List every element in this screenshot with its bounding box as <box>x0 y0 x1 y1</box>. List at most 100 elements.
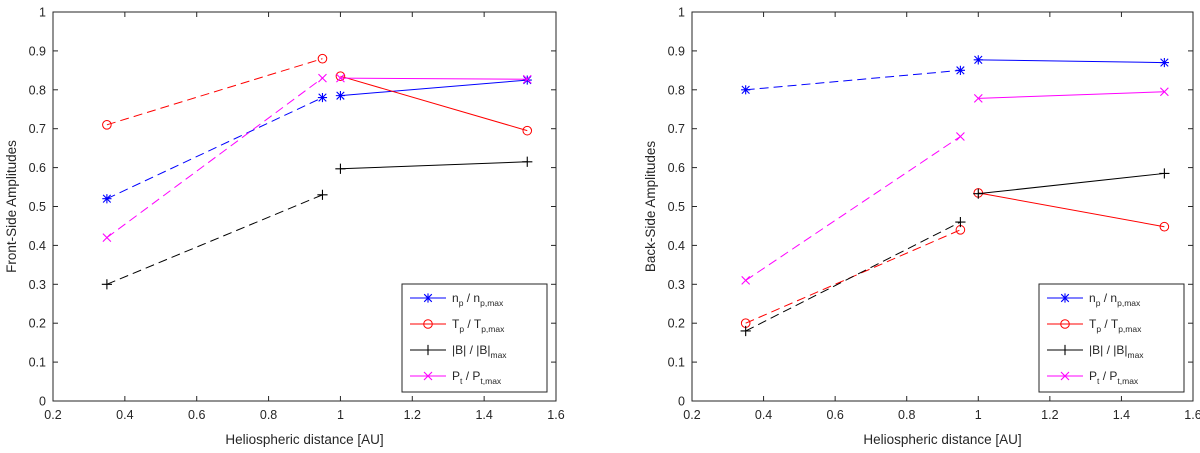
y-tick-label: 0.9 <box>29 44 46 58</box>
data-point <box>317 189 328 200</box>
data-point <box>335 163 346 174</box>
data-point <box>973 55 983 65</box>
dashed-line <box>745 69 961 91</box>
y-tick-label: 0.8 <box>29 83 46 97</box>
data-point <box>955 216 966 228</box>
y-tick-label: 0.5 <box>29 200 46 214</box>
data-point <box>317 53 328 64</box>
series-asterisk <box>741 55 1169 95</box>
y-tick-label: 0.1 <box>29 356 46 370</box>
series-cross <box>102 73 532 243</box>
x-tick-label: 1.6 <box>547 408 564 422</box>
dashed-line <box>106 77 323 239</box>
x-tick-label: 1.2 <box>404 408 421 422</box>
data-point <box>741 85 751 95</box>
y-tick-label: 0.9 <box>668 44 685 58</box>
data-point <box>102 120 112 130</box>
data-point <box>1159 221 1170 232</box>
y-tick-label: 0.2 <box>668 317 685 331</box>
legend-marker <box>422 344 434 356</box>
x-tick-label: 1.6 <box>1184 408 1200 422</box>
legend: np / np,max Tp / Tp,max |B| / |B|max Pt / P… <box>1038 283 1185 393</box>
data-point <box>741 276 751 285</box>
y-tick-label: 0 <box>678 395 685 409</box>
x-tick-label: 0.2 <box>683 408 700 422</box>
x-tick-label: 0.8 <box>898 408 915 422</box>
y-tick-label: 0.3 <box>29 278 46 292</box>
legend-entry: np / np,max <box>452 291 504 308</box>
y-tick-label: 0.4 <box>29 239 46 253</box>
legend-entry: Pt / Pt,max <box>1089 369 1139 386</box>
legend-entry: Pt / Pt,max <box>452 369 502 386</box>
data-point <box>335 71 346 81</box>
series-plus <box>740 168 1170 337</box>
y-tick-label: 0.6 <box>668 161 685 175</box>
series-asterisk <box>102 75 532 204</box>
y-tick-label: 0.4 <box>668 239 685 253</box>
y-tick-label: 0.1 <box>668 356 685 370</box>
x-tick-label: 1.2 <box>1041 408 1058 422</box>
y-tick-label: 1 <box>39 6 46 20</box>
legend-marker <box>1060 319 1070 329</box>
solid-line <box>978 91 1165 99</box>
data-point <box>973 93 983 103</box>
data-point <box>522 74 532 84</box>
x-tick-label: 0.2 <box>44 408 61 422</box>
data-point <box>102 233 112 243</box>
legend-marker <box>1060 293 1070 303</box>
y-axis-label: Back-Side Amplitudes <box>643 141 658 273</box>
solid-line <box>340 77 528 80</box>
data-point <box>522 75 532 85</box>
legend-entry: np / np,max <box>1089 291 1141 308</box>
data-point <box>740 325 751 337</box>
x-tick-label: 0.8 <box>260 408 277 422</box>
x-tick-label: 1 <box>337 408 344 422</box>
x-tick-label: 1.4 <box>1113 408 1130 422</box>
x-tick-label: 0.6 <box>826 408 843 422</box>
y-tick-label: 0.8 <box>668 83 685 97</box>
x-tick-label: 1.4 <box>475 408 492 422</box>
legend-entry: |B| / |B|max <box>1089 343 1144 360</box>
y-tick-label: 1 <box>678 6 685 20</box>
front-side-chart: 0.2 0.4 0.6 0.8 1 1.2 1.4 1.6 0 0.1 0.2 0.3 0.4 0.5 0.… <box>4 6 565 448</box>
x-tick-label: 1 <box>975 408 982 422</box>
legend-marker <box>423 293 433 303</box>
solid-line <box>340 79 528 97</box>
data-point <box>1159 87 1169 97</box>
data-point <box>1159 168 1170 179</box>
y-tick-label: 0.3 <box>668 278 685 292</box>
data-point <box>956 132 965 141</box>
dashed-line <box>745 136 961 281</box>
data-point <box>318 73 327 83</box>
legend: np / np,max Tp / Tp,max |B| / |B|max Pt / P… <box>401 283 548 393</box>
dashed-line <box>106 97 323 200</box>
data-point <box>1159 57 1169 68</box>
solid-line <box>340 75 528 132</box>
y-tick-label: 0.6 <box>29 161 46 175</box>
y-axis-label: Front-Side Amplitudes <box>4 140 19 273</box>
solid-line <box>978 172 1165 195</box>
y-tick-label: 0.2 <box>29 317 46 331</box>
legend-entry: Tp / Tp,max <box>452 317 505 334</box>
solid-line <box>340 161 528 170</box>
data-point <box>317 92 328 103</box>
series-cross <box>741 87 1169 285</box>
legend-marker <box>1059 344 1071 356</box>
back-side-chart: 0.2 0.4 0.6 0.8 1 1.2 1.4 1.6 0 0.1 0.2 0.3 0.4 0.5 0.… <box>643 6 1200 448</box>
x-axis-label: Heliospheric distance [AU] <box>225 432 383 447</box>
data-point <box>102 194 112 204</box>
data-point <box>522 125 533 136</box>
series-circle <box>102 53 533 136</box>
data-point <box>336 73 345 83</box>
y-tick-label: 0 <box>39 395 46 409</box>
series-plus <box>101 156 533 290</box>
legend-entry: Tp / Tp,max <box>1089 317 1142 334</box>
x-tick-label: 0.6 <box>188 408 205 422</box>
solid-line <box>978 59 1165 64</box>
data-point <box>973 188 984 199</box>
dashed-line <box>106 194 323 285</box>
solid-line <box>978 192 1165 228</box>
y-tick-label: 0.5 <box>668 200 685 214</box>
data-point <box>522 156 533 167</box>
